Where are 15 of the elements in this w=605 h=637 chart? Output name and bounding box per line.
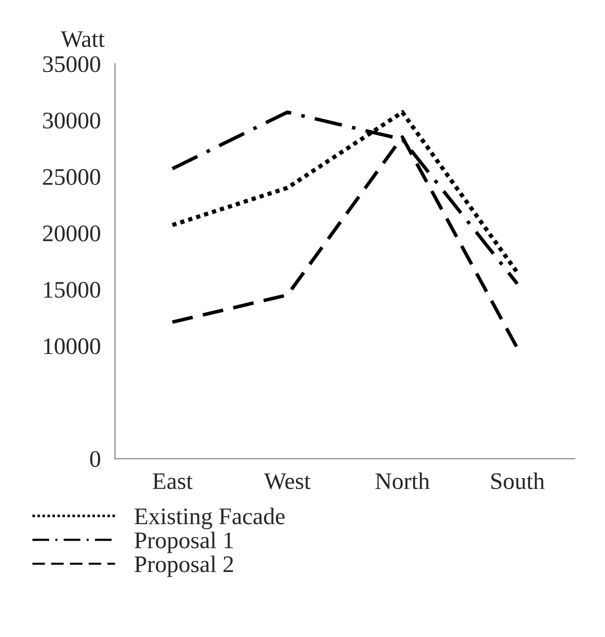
legend-label: Existing Facade bbox=[134, 508, 285, 530]
legend-label: Proposal 2 bbox=[134, 556, 234, 578]
y-axis-title: Watt bbox=[60, 31, 105, 48]
y-tick-label: 35000 bbox=[43, 56, 100, 72]
legend-label: Proposal 1 bbox=[134, 532, 233, 554]
x-tick-label: South bbox=[491, 472, 545, 490]
y-tick-label: 10000 bbox=[44, 338, 100, 354]
x-tick-label: East bbox=[152, 473, 193, 490]
y-tick-label: 0 bbox=[90, 451, 100, 468]
x-tick-label: North bbox=[375, 472, 430, 490]
y-tick-label: 30000 bbox=[43, 112, 100, 129]
y-tick-label: 25000 bbox=[43, 169, 100, 185]
x-tick-label: West bbox=[264, 473, 311, 490]
y-tick-label: 20000 bbox=[43, 225, 100, 242]
y-tick-label: 15000 bbox=[44, 282, 100, 298]
